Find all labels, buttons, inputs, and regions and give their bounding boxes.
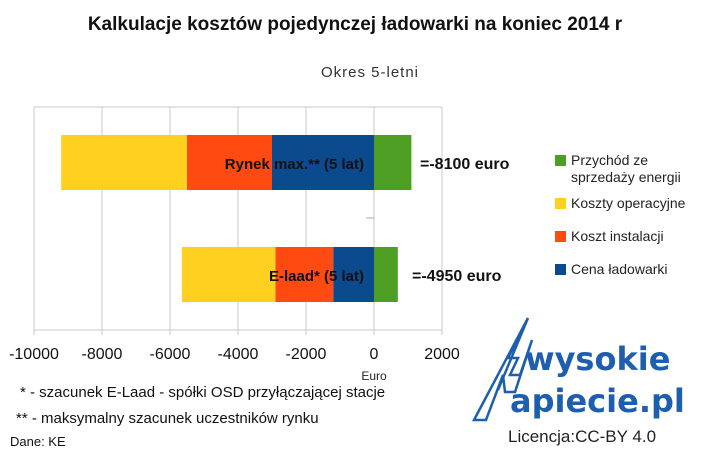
x-tick-label: -6000 [150,346,191,363]
x-tick-label: 0 [370,346,379,363]
footnote-2: ** - maksymalny szacunek uczestników ryn… [16,410,319,427]
x-tick-label: -10000 [9,346,59,363]
legend-swatch [555,198,566,209]
chart-subtitle: Okres 5-letni [320,64,420,81]
bar-segment [272,135,374,190]
total-label: =-4950 euro [412,268,502,285]
legend-label: Cena ładowarki [571,261,668,277]
legend-item: Koszt instalacji [555,228,705,245]
x-tick-label: -8000 [82,346,123,363]
legend-label: Koszt instalacji [571,228,664,244]
legend-label: Koszty operacyjne [571,195,686,211]
x-tick-label: -2000 [286,346,327,363]
x-tick-label: 2000 [424,346,460,363]
bar-segment [374,247,398,302]
bar-segment [61,135,188,190]
legend-label: Przychód ze sprzedaży energii [571,152,681,185]
bar-segment [333,247,374,302]
bar-segment [374,135,412,190]
legend-item: Cena ładowarki [555,261,705,278]
logo-lightning-icon [471,317,534,422]
legend-swatch [555,264,566,275]
legend-swatch [555,231,566,242]
logo-text-2: apiecie.pl [510,382,685,420]
x-tick-label: -4000 [218,346,259,363]
category-label: E-laad* (5 lat) [269,268,364,285]
logo-text-1: wysokie [525,340,670,378]
legend-item: Koszty operacyjne [555,195,705,212]
category-label: Rynek max.** (5 lat) [225,156,364,173]
chart-title: Kalkulacje kosztów pojedynczej ładowarki… [87,14,623,35]
x-axis-label: Euro [361,369,387,383]
bar-segment [181,247,276,302]
legend-item: Przychód ze sprzedaży energii [555,152,705,186]
legend-swatch [555,155,566,166]
bar-segment [187,135,272,190]
bar-segment [275,247,334,302]
total-label: =-8100 euro [420,156,510,173]
license-text: Licencja:CC-BY 4.0 [508,427,657,446]
footnote-1: * - szacunek E-Laad - spółki OSD przyłąc… [20,384,386,401]
source-note: Dane: KE [10,434,66,449]
